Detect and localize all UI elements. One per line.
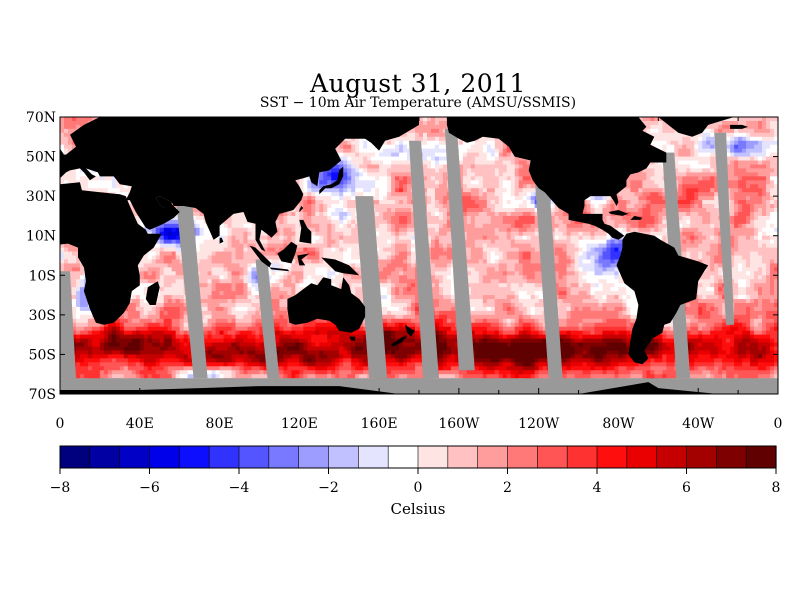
colorbar-swatch (745, 445, 777, 469)
colorbar-swatch (686, 445, 717, 469)
land-borneo (277, 241, 298, 264)
colorbar-swatch (268, 445, 300, 469)
land-cuba (608, 210, 629, 216)
colorbar-tick-label: −6 (139, 480, 160, 496)
lon-tick-label: 120W (518, 416, 560, 432)
colorbar-swatch (537, 445, 568, 469)
lat-tick-label: 70N (26, 110, 56, 126)
lon-tick-label: 160W (438, 416, 480, 432)
land-eurasia (60, 117, 419, 252)
land-mask (60, 117, 778, 394)
colorbar-swatch (208, 445, 240, 469)
land-madagascar (145, 281, 160, 305)
colorbar-swatch (238, 445, 270, 469)
land-sumatra (249, 245, 272, 268)
lon-tick-label: 120E (281, 416, 318, 432)
lat-tick-label: 50N (26, 150, 56, 166)
land-north-america (446, 117, 667, 240)
land-nz-south (391, 336, 407, 347)
land-philippines (299, 219, 312, 244)
missing-swath (175, 196, 208, 379)
land-arabia-gulf-fill (155, 196, 172, 208)
colorbar-swatch (716, 445, 747, 469)
missing-swath (444, 128, 475, 371)
colorbar-label: Celsius (390, 500, 445, 518)
colorbar-swatch (447, 445, 479, 469)
colorbar-tick-label: −8 (50, 480, 71, 496)
land-hudson-bay-fill (588, 128, 619, 145)
colorbar-swatch (566, 445, 598, 469)
colorbar-tick-label: 4 (593, 480, 602, 496)
lat-tick-label: 30S (29, 308, 56, 324)
lon-tick-label: 0 (56, 416, 65, 432)
colorbar-swatch (626, 445, 658, 469)
missing-swath (60, 271, 76, 379)
colorbar: −8 −6 −4 −2 0 2 4 6 8 Celsius (50, 445, 781, 518)
colorbar-tick-label: −4 (229, 480, 250, 496)
land-britain (60, 148, 64, 156)
colorbar-tick-label: −2 (318, 480, 339, 496)
colorbar-swatch (507, 445, 538, 469)
map-panel (59, 116, 779, 395)
colorbar-swatch (149, 445, 180, 469)
lon-tick-label: 80W (602, 416, 635, 432)
land-antarctica-edge (60, 382, 778, 394)
land-tasmania (349, 336, 356, 341)
lon-tick-label: 0 (774, 416, 783, 432)
colorbar-tick-label: 2 (503, 480, 512, 496)
colorbar-tick-label: 0 (414, 480, 423, 496)
colorbar-swatch (179, 445, 210, 469)
colorbar-tick-label: 6 (682, 480, 691, 496)
land-japan (319, 166, 344, 195)
land-nz-north (405, 324, 415, 337)
colorbar-swatch (119, 445, 151, 469)
figure-title: August 31, 2011 (310, 69, 526, 98)
land-greenland (658, 117, 735, 137)
lon-tick-label: 160E (361, 416, 398, 432)
colorbar-swatch (596, 445, 628, 469)
missing-swath (409, 140, 439, 379)
colorbar-swatch (89, 445, 121, 469)
colorbar-swatch (417, 445, 449, 469)
land-scandinavia-gap (83, 130, 104, 145)
colorbar-swatch (358, 445, 389, 469)
missing-swath (255, 259, 280, 379)
land-south-america (616, 231, 709, 365)
missing-swath (534, 176, 563, 379)
lat-tick-label: 70S (29, 387, 56, 403)
land-iceland (730, 124, 749, 129)
lon-tick-label: 40W (682, 416, 715, 432)
land-sri-lanka (219, 237, 224, 244)
colorbar-swatch (59, 445, 91, 469)
colorbar-swatch (387, 445, 419, 469)
lat-tick-label: 50S (29, 347, 56, 363)
colorbar-swatch (477, 445, 509, 469)
lat-tick-label: 10S (29, 268, 56, 284)
land-hispaniola (630, 215, 643, 220)
missing-swath (714, 132, 735, 325)
land-new-guinea (321, 257, 360, 276)
land-sulawesi (297, 253, 310, 266)
figure-subtitle: SST − 10m Air Temperature (AMSU/SSMIS) (259, 95, 577, 111)
colorbar-swatch (656, 445, 688, 469)
land-australia (287, 277, 366, 333)
land-africa (60, 182, 162, 325)
missing-swath (355, 196, 388, 379)
colorbar-swatch (298, 445, 330, 469)
lat-tick-label: 10N (26, 229, 56, 245)
land-java (269, 267, 290, 272)
colorbar-tick-label: 8 (772, 480, 781, 496)
lon-tick-label: 40E (126, 416, 154, 432)
land-taiwan (299, 206, 304, 212)
lat-tick-label: 30N (26, 189, 56, 205)
lon-tick-label: 80E (206, 416, 234, 432)
colorbar-swatch (328, 445, 359, 469)
